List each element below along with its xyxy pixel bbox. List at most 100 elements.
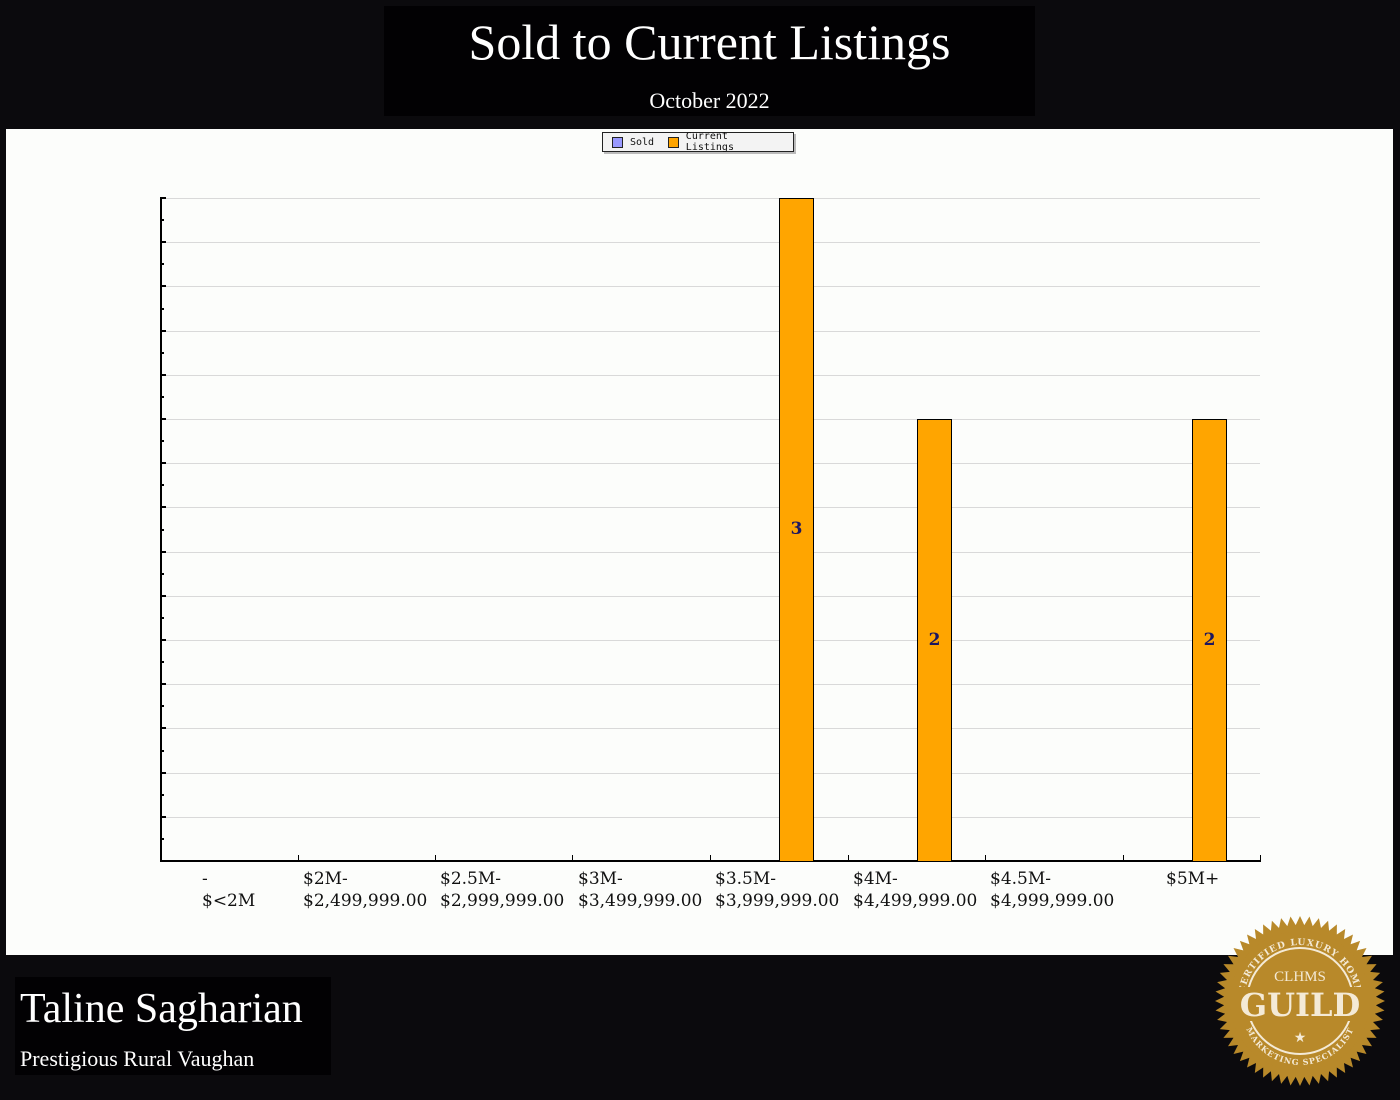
gridline: [160, 242, 1260, 243]
x-label-line1: $3M-: [578, 869, 623, 889]
gridline: [160, 286, 1260, 287]
svg-text:CLHMS: CLHMS: [1274, 969, 1326, 985]
x-label-line2: $3,999,999.00: [715, 891, 840, 911]
gridline: [160, 331, 1260, 332]
x-tick: [848, 855, 849, 861]
bar-value-label: 2: [1203, 630, 1216, 650]
chart-subtitle: October 2022: [649, 88, 770, 113]
x-label-line1: $4M-: [853, 869, 898, 889]
x-label-2m: $2M- $2,499,999.00: [303, 868, 427, 912]
agent-name: Taline Sagharian: [20, 986, 303, 1032]
y-tick: [160, 661, 164, 663]
y-tick: [160, 484, 164, 486]
x-label-line2: $3,499,999.00: [578, 891, 703, 911]
x-label-4.5m: $4.5M- $4,999,999.00: [990, 868, 1114, 912]
y-tick: [160, 396, 164, 398]
y-tick: [160, 551, 166, 553]
svg-text:★: ★: [1294, 1030, 1307, 1046]
legend-item-sold: Sold: [612, 136, 655, 148]
y-tick: [160, 595, 166, 597]
x-label-line2: $<2M: [202, 891, 256, 911]
x-tick: [710, 855, 711, 861]
x-axis: [160, 860, 1261, 862]
x-label-line1: $5M+: [1166, 869, 1220, 889]
y-tick: [160, 308, 164, 310]
y-tick: [160, 440, 164, 442]
x-label-line1: $2.5M-: [440, 869, 502, 889]
y-tick: [160, 573, 164, 575]
x-label-line2: $2,999,999.00: [440, 891, 565, 911]
x-tick: [572, 855, 573, 861]
legend-item-current-listings: Current Listings: [668, 131, 779, 153]
bar-value-label: 3: [790, 519, 803, 539]
y-tick: [160, 705, 164, 707]
chart-title: Sold to Current Listings: [468, 14, 951, 70]
gridline: [160, 507, 1260, 508]
bar-current-listings-3.5m: 3: [779, 198, 814, 862]
chart-header: Sold to Current Listings October 2022: [384, 6, 1035, 116]
bar-current-listings-4m: 2: [917, 419, 952, 862]
x-label-line1: -: [202, 869, 208, 889]
x-label-line1: $2M-: [303, 869, 348, 889]
y-tick: [160, 241, 166, 243]
y-tick: [160, 816, 166, 818]
gridline: [160, 817, 1260, 818]
gridline: [160, 198, 1260, 199]
x-label-5m-plus: $5M+: [1166, 868, 1219, 890]
y-tick: [160, 330, 166, 332]
legend-swatch-current-listings: [668, 136, 679, 148]
gridline: [160, 773, 1260, 774]
x-label-under-2m: - $<2M: [202, 868, 255, 912]
bar-value-label: 2: [928, 630, 941, 650]
x-tick: [298, 855, 299, 861]
x-label-line1: $4.5M-: [990, 869, 1052, 889]
svg-text:GUILD: GUILD: [1240, 986, 1360, 1024]
x-label-2.5m: $2.5M- $2,999,999.00: [440, 868, 564, 912]
y-tick: [160, 772, 166, 774]
y-tick: [160, 727, 166, 729]
x-tick: [435, 855, 436, 861]
clhms-guild-badge-icon: CERTIFIED LUXURY HOME MARKETING SPECIALI…: [1215, 916, 1385, 1086]
y-tick: [160, 529, 164, 531]
y-tick: [160, 639, 166, 641]
gridline: [160, 596, 1260, 597]
x-label-3.5m: $3.5M- $3,999,999.00: [715, 868, 839, 912]
y-tick: [160, 374, 166, 376]
x-tick: [1123, 855, 1124, 861]
gridline: [160, 463, 1260, 464]
x-label-line1: $3.5M-: [715, 869, 777, 889]
x-label-line2: $4,499,999.00: [853, 891, 978, 911]
y-tick: [160, 506, 166, 508]
y-tick: [160, 617, 164, 619]
legend-label: Current Listings: [685, 131, 734, 153]
y-tick: [160, 683, 166, 685]
y-tick: [160, 462, 166, 464]
plot-area: [160, 198, 1260, 861]
y-tick: [160, 285, 166, 287]
y-tick: [160, 418, 166, 420]
y-tick: [160, 750, 164, 752]
chart-legend: Sold Current Listings: [602, 131, 794, 153]
gridline: [160, 640, 1260, 641]
y-tick: [160, 263, 164, 265]
gridline: [160, 552, 1260, 553]
gridline: [160, 375, 1260, 376]
agent-info: Taline Sagharian Prestigious Rural Vaugh…: [15, 977, 331, 1075]
x-tick: [985, 855, 986, 861]
x-label-line2: $4,999,999.00: [990, 891, 1115, 911]
y-tick: [160, 838, 164, 840]
x-label-line2: $2,499,999.00: [303, 891, 428, 911]
gridline: [160, 419, 1260, 420]
bar-current-listings-5m: 2: [1192, 419, 1227, 862]
y-tick: [160, 794, 164, 796]
y-tick: [160, 352, 164, 354]
gridline: [160, 684, 1260, 685]
y-tick: [160, 219, 164, 221]
x-label-4m: $4M- $4,499,999.00: [853, 868, 977, 912]
gridline: [160, 728, 1260, 729]
agent-area: Prestigious Rural Vaughan: [20, 1046, 255, 1071]
x-label-3m: $3M- $3,499,999.00: [578, 868, 702, 912]
x-tick: [1260, 855, 1261, 861]
legend-label: Sold: [630, 136, 655, 148]
legend-swatch-sold: [612, 136, 623, 148]
